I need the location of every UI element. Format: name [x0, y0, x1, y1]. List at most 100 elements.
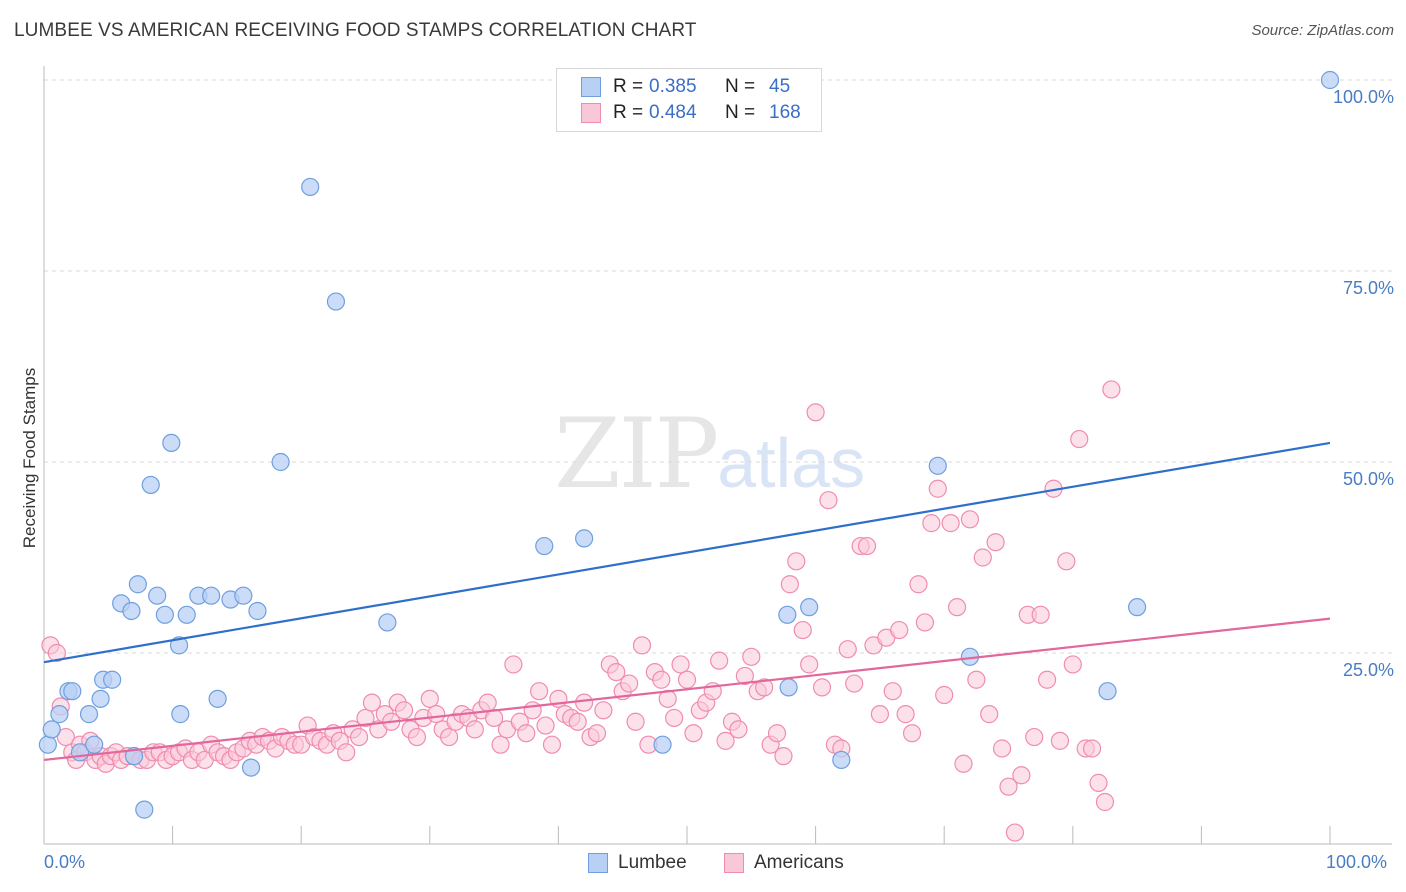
american-point [427, 705, 446, 724]
american-point [1005, 823, 1025, 842]
lumbee-point [42, 720, 61, 739]
legend-n-value: 168 [769, 102, 801, 123]
american-point [845, 674, 864, 693]
american-point [362, 693, 382, 712]
bottom-legend-swatch-americans [724, 853, 744, 873]
american-point [960, 510, 980, 529]
american-point [1102, 380, 1121, 399]
lumbee-point [653, 735, 672, 754]
american-point [1025, 727, 1044, 747]
american-point [407, 727, 427, 747]
legend-swatch-lumbee [581, 77, 601, 97]
y-tick-25: 25.0% [1342, 660, 1394, 680]
american-point [819, 491, 838, 510]
legend-r-value: 0.385 [649, 76, 697, 97]
lumbee-point [171, 705, 190, 724]
legend-row-americans: R = 0.484 N = 168 [581, 101, 801, 125]
lumbee-point [169, 636, 189, 655]
american-point [806, 403, 825, 422]
american-point [56, 727, 75, 747]
american-point [883, 682, 902, 701]
lumbee-point [124, 747, 144, 766]
american-point [902, 724, 922, 743]
lumbee-point [148, 586, 167, 605]
american-point [684, 724, 703, 743]
american-point [632, 636, 652, 655]
american-point [890, 620, 909, 640]
bottom-legend-lumbee: Lumbee [588, 852, 687, 874]
american-point [47, 643, 66, 663]
american-point [857, 536, 877, 556]
american-point [980, 705, 999, 724]
lumbee-point [241, 758, 261, 777]
american-point [967, 670, 986, 689]
american-point [626, 712, 645, 731]
american-point [800, 655, 819, 674]
american-point [677, 670, 697, 689]
watermark-zip: ZIP [554, 398, 719, 510]
american-point [587, 724, 607, 743]
american-point [710, 651, 729, 670]
american-point [999, 777, 1018, 796]
lumbee-point [928, 456, 947, 475]
american-point [735, 666, 754, 686]
lumbee-point [202, 586, 221, 605]
american-point [491, 735, 510, 754]
american-point [896, 705, 915, 724]
american-point [337, 743, 356, 762]
lumbee-point [128, 575, 147, 594]
american-point [870, 705, 890, 724]
american-point [742, 647, 761, 666]
lumbee-point [38, 735, 57, 754]
american-point [973, 548, 992, 567]
x-tick-0: 0.0% [44, 852, 86, 872]
american-point [1082, 739, 1102, 758]
american-point [1050, 731, 1070, 750]
lumbee-point [326, 292, 346, 311]
american-point [665, 708, 684, 728]
american-point [793, 620, 812, 640]
american-point [620, 674, 639, 693]
lumbee-point [535, 536, 554, 556]
american-point [349, 727, 369, 747]
american-point [394, 701, 414, 720]
lumbee-point [1127, 598, 1147, 617]
lumbee-point [155, 605, 174, 624]
american-point [652, 670, 671, 689]
lumbee-point [208, 689, 227, 708]
lumbee-point [1098, 682, 1117, 701]
lumbee-point [141, 475, 160, 495]
lumbee-point [50, 705, 69, 724]
american-point [935, 685, 954, 705]
american-point [755, 678, 774, 697]
american-point [928, 479, 947, 498]
american-point [992, 739, 1012, 758]
american-point [517, 724, 536, 743]
american-point [947, 598, 967, 617]
lumbee-point [122, 601, 141, 621]
american-point [542, 735, 562, 754]
legend: R = 0.385 N = 45 R = 0.484 N = 168 [556, 68, 822, 132]
legend-row-lumbee: R = 0.385 N = 45 [581, 75, 790, 99]
lumbee-point [271, 452, 290, 472]
american-point [729, 720, 748, 739]
american-point [812, 678, 832, 697]
lumbee-point [800, 598, 819, 617]
lumbee-point [575, 529, 594, 548]
lumbee-point [162, 433, 181, 452]
bottom-legend-swatch-lumbee [588, 853, 608, 873]
american-point [1057, 552, 1076, 571]
x-tick-100: 100.0% [1326, 852, 1388, 872]
american-point [536, 716, 555, 735]
lumbee-point [301, 177, 320, 197]
lumbee-point [91, 689, 110, 708]
bottom-legend-label-americans: Americans [754, 852, 844, 873]
legend-r-label: R = [613, 102, 644, 123]
american-point [356, 708, 375, 728]
american-point [986, 533, 1005, 552]
chart-title: LUMBEE VS AMERICAN RECEIVING FOOD STAMPS… [14, 20, 697, 41]
american-trend-line [43, 617, 1331, 762]
lumbee-point [85, 735, 104, 754]
y-tick-75: 75.0% [1342, 278, 1394, 298]
